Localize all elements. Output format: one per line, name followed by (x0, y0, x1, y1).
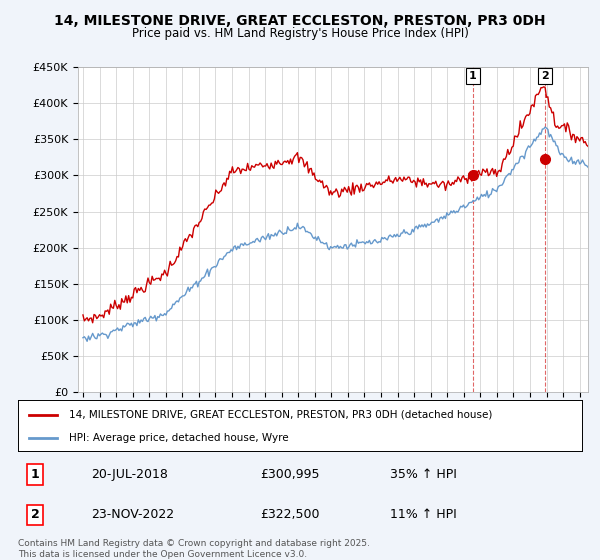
Text: Price paid vs. HM Land Registry's House Price Index (HPI): Price paid vs. HM Land Registry's House … (131, 27, 469, 40)
Text: Contains HM Land Registry data © Crown copyright and database right 2025.
This d: Contains HM Land Registry data © Crown c… (18, 539, 370, 559)
Text: 2: 2 (31, 508, 39, 521)
Text: 23-NOV-2022: 23-NOV-2022 (91, 508, 175, 521)
Text: 14, MILESTONE DRIVE, GREAT ECCLESTON, PRESTON, PR3 0DH (detached house): 14, MILESTONE DRIVE, GREAT ECCLESTON, PR… (69, 409, 492, 419)
Text: 11% ↑ HPI: 11% ↑ HPI (390, 508, 457, 521)
Text: £300,995: £300,995 (260, 468, 320, 481)
Text: 20-JUL-2018: 20-JUL-2018 (91, 468, 168, 481)
Text: 1: 1 (31, 468, 39, 481)
Text: 1: 1 (469, 71, 477, 81)
Text: 35% ↑ HPI: 35% ↑ HPI (390, 468, 457, 481)
Text: £322,500: £322,500 (260, 508, 320, 521)
Text: HPI: Average price, detached house, Wyre: HPI: Average price, detached house, Wyre (69, 433, 289, 443)
Text: 14, MILESTONE DRIVE, GREAT ECCLESTON, PRESTON, PR3 0DH: 14, MILESTONE DRIVE, GREAT ECCLESTON, PR… (54, 14, 546, 28)
Text: 2: 2 (541, 71, 549, 81)
